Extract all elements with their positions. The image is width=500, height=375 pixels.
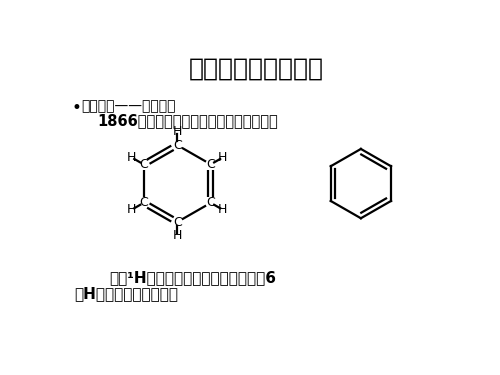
Text: 苯的¹H核磁共振谱图也证明苯分子中6: 苯的¹H核磁共振谱图也证明苯分子中6 (109, 270, 276, 285)
Text: H: H (218, 151, 228, 164)
Text: 个H的化学环境完全相同: 个H的化学环境完全相同 (74, 286, 178, 301)
Text: C: C (173, 139, 182, 152)
Text: 苯的结构——凯库勒式: 苯的结构——凯库勒式 (81, 99, 176, 113)
Text: 一、苯的结构与性质: 一、苯的结构与性质 (189, 57, 324, 81)
Text: C: C (173, 216, 182, 229)
Text: H: H (172, 230, 182, 243)
Text: H: H (127, 151, 136, 164)
Text: C: C (140, 158, 148, 171)
Text: C: C (206, 196, 215, 209)
Text: H: H (172, 125, 182, 138)
Text: H: H (218, 203, 228, 216)
Text: C: C (140, 196, 148, 209)
Text: C: C (206, 158, 215, 171)
Text: 1866年，德国化学家凯库勒提出苯环结构: 1866年，德国化学家凯库勒提出苯环结构 (98, 113, 278, 128)
Text: •: • (72, 99, 82, 117)
Text: H: H (127, 203, 136, 216)
